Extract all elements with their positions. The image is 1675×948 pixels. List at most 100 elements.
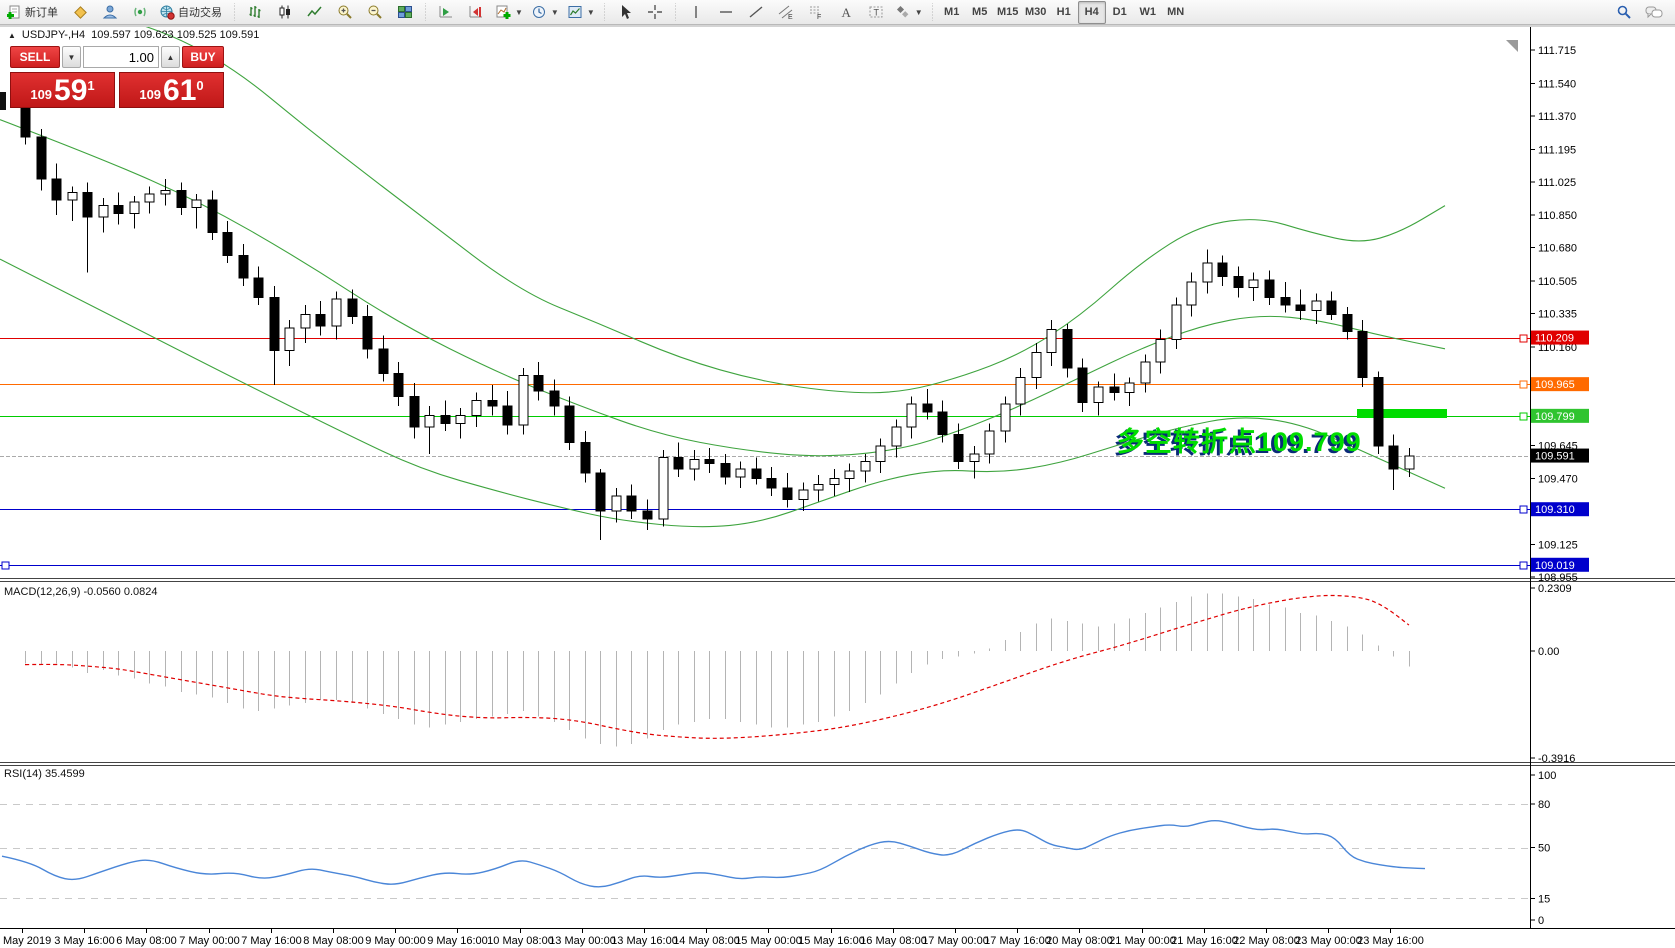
svg-text:109.591: 109.591 [1535, 451, 1575, 463]
candle [1342, 313, 1353, 333]
collapse-triangle-icon[interactable]: ▲ [8, 30, 16, 40]
auto-scroll-button[interactable] [431, 1, 461, 24]
sell-price-sup: 1 [87, 78, 95, 93]
candle [129, 201, 140, 214]
candle [176, 189, 187, 209]
candle [782, 487, 793, 501]
data-window-button[interactable] [95, 1, 125, 24]
timeframe-button-m1[interactable]: M1 [944, 6, 960, 18]
alerts-button[interactable] [125, 1, 155, 24]
sell-button[interactable]: SELL [10, 46, 60, 68]
zoom-in-button[interactable] [330, 1, 360, 24]
fibonacci-button[interactable]: F [801, 1, 831, 24]
timeframe-button-m5[interactable]: M5 [972, 6, 988, 18]
templates-button[interactable]: ▼ [563, 1, 599, 24]
chat-button[interactable] [1639, 1, 1669, 24]
toolbar-separator [422, 3, 429, 21]
dropdown-arrow-icon: ▼ [914, 7, 923, 17]
timeframe-button-w1[interactable]: W1 [1139, 6, 1156, 18]
bar-chart-button[interactable] [240, 1, 270, 24]
market-watch-button[interactable] [65, 1, 95, 24]
trendline-button[interactable] [741, 1, 771, 24]
indicators-button[interactable]: ▼ [491, 1, 527, 24]
candle [860, 460, 871, 472]
broadcast-icon [134, 7, 146, 17]
horizontal-line-button[interactable] [711, 1, 741, 24]
svg-text:7 May 00:00: 7 May 00:00 [179, 935, 240, 947]
svg-text:111.715: 111.715 [1538, 45, 1576, 57]
text-label-button[interactable]: T [861, 1, 891, 24]
svg-text:10 May 08:00: 10 May 08:00 [487, 935, 554, 947]
candle [144, 193, 155, 203]
candle [1202, 262, 1213, 283]
cursor-button[interactable] [610, 1, 640, 24]
svg-text:17 May 16:00: 17 May 16:00 [984, 935, 1051, 947]
crosshair-button[interactable] [640, 1, 670, 24]
trendline-icon [749, 6, 763, 18]
zoom-out-button[interactable] [360, 1, 390, 24]
chart-shift-button[interactable] [461, 1, 491, 24]
candle [98, 205, 109, 218]
zoom-out-icon [368, 5, 382, 19]
timeframe-button-mn[interactable]: MN [1167, 6, 1185, 18]
text-button[interactable]: A [831, 1, 861, 24]
svg-text:110.850: 110.850 [1538, 210, 1577, 222]
panel-handle[interactable] [0, 92, 6, 110]
candle [1062, 329, 1073, 369]
toolbar-separator [231, 3, 238, 21]
shapes-button[interactable]: ▼ [891, 1, 927, 24]
candle [315, 313, 326, 327]
vertical-line-button[interactable] [681, 1, 711, 24]
candlestick-button[interactable] [270, 1, 300, 24]
buy-button[interactable]: BUY [182, 46, 224, 68]
one-click-trading-panel: SELL ▼ ▲ BUY 109 59 1 109 61 0 [10, 46, 224, 108]
channel-button[interactable]: E [771, 1, 801, 24]
profile-icon [102, 5, 118, 19]
candle [1373, 376, 1384, 447]
svg-text:15 May 00:00: 15 May 00:00 [735, 935, 802, 947]
candle [1311, 300, 1322, 312]
candle [891, 426, 902, 447]
candle [1388, 445, 1399, 470]
tile-windows-button[interactable] [390, 1, 420, 24]
svg-text:0: 0 [1538, 915, 1544, 927]
toolbar-separator [928, 3, 936, 21]
price-axis: 111.715 111.540 111.370 111.195 111.025 110.8… [1530, 45, 1589, 927]
sell-price-quote[interactable]: 109 59 1 [10, 72, 115, 108]
toolbar-separator [671, 3, 679, 21]
candle [1233, 275, 1244, 289]
line-chart-button[interactable] [300, 1, 330, 24]
volume-up-button[interactable]: ▲ [161, 46, 180, 68]
svg-text:0.2309: 0.2309 [1538, 583, 1572, 595]
candle [829, 478, 840, 485]
candle [238, 254, 249, 279]
panel-frames [0, 25, 1675, 929]
search-button[interactable] [1609, 1, 1639, 24]
svg-text:-0.3916: -0.3916 [1538, 753, 1575, 765]
svg-text:15 May 16:00: 15 May 16:00 [798, 935, 865, 947]
volume-down-button[interactable]: ▼ [62, 46, 81, 68]
text-icon: A [841, 5, 851, 20]
buy-price-quote[interactable]: 109 61 0 [119, 72, 224, 108]
svg-text:111.025: 111.025 [1538, 177, 1576, 189]
candle [1140, 361, 1151, 384]
svg-text:111.370: 111.370 [1538, 111, 1576, 123]
candle [626, 495, 637, 512]
buy-price-sup: 0 [196, 78, 204, 93]
svg-text:13 May 16:00: 13 May 16:00 [611, 935, 678, 947]
rsi-label: RSI(14) 35.4599 [4, 768, 85, 780]
timeframe-button-h1[interactable]: H1 [1056, 6, 1071, 18]
buy-price-small: 109 [139, 87, 162, 102]
timeframe-button-m15[interactable]: M15 [996, 6, 1019, 18]
timeframe-button-m30[interactable]: M30 [1024, 6, 1047, 18]
timeframe-button-h4[interactable]: H4 [1077, 0, 1106, 24]
periods-button[interactable]: ▼ [527, 1, 563, 24]
new-order-button[interactable]: 新订单 [2, 1, 65, 24]
volume-input[interactable] [83, 46, 159, 68]
timeframe-button-d1[interactable]: D1 [1112, 6, 1127, 18]
autotrading-button[interactable]: 自动交易 [155, 1, 229, 24]
candle [969, 453, 980, 462]
candle [1124, 382, 1135, 394]
bollinger-middle-line [0, 119, 1446, 457]
